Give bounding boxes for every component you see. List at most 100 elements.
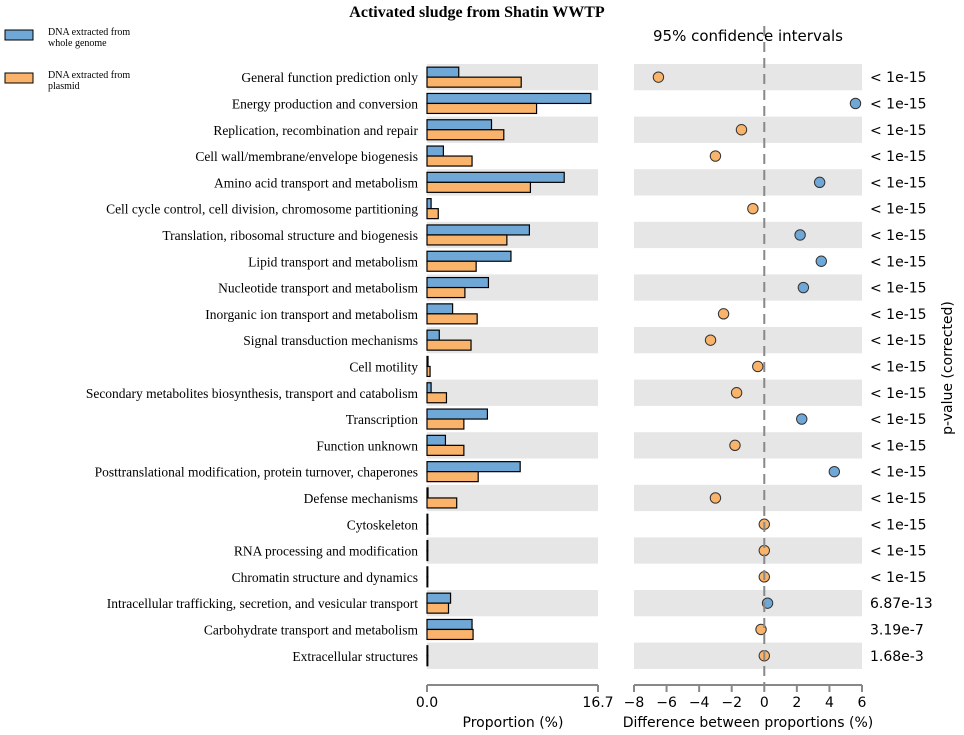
category-label-translation-ribosomal-structure-and-biogenesis: Translation, ribosomal structure and bio… [162,228,418,243]
category-label-intracellular-trafficking-secretion-and-vesicular-transport: Intracellular trafficking, secretion, an… [107,596,418,611]
bar-whole-genome-nucleotide-transport-and-metabolism [426,276,490,289]
proportion-tick-label: 16.7 [582,695,613,711]
row-band-right [634,64,862,91]
category-label-transcription: Transcription [346,412,419,427]
bar-whole-genome-signal-transduction-mechanisms [426,329,440,341]
bar-whole-genome-cytoskeleton [426,513,429,525]
difference-point-translation-ribosomal-structure-and-biogenesis [794,229,806,241]
bar-plasmid-energy-production-and-conversion [426,102,538,115]
bar-plasmid-posttranslational-modification-protein-turnover-chaperones [426,471,479,483]
bar-whole-genome-chromatin-structure-and-dynamics [426,566,429,578]
category-label-cell-cycle-control-cell-division-chromosome-partitioning: Cell cycle control, cell division, chrom… [106,202,418,217]
row-band-right [634,169,862,196]
difference-point-lipid-transport-and-metabolism [815,255,827,267]
bar-whole-genome-amino-acid-transport-and-metabolism [426,171,565,183]
difference-point-replication-recombination-and-repair [735,124,748,136]
bar-plasmid-general-function-prediction-only [426,76,522,88]
p-value-axis-label: p-value (corrected) [940,301,956,435]
category-label-function-unknown: Function unknown [316,438,418,453]
bar-whole-genome-energy-production-and-conversion [426,92,592,105]
difference-point-transcription [796,413,808,425]
bar-whole-genome-translation-ribosomal-structure-and-biogenesis [426,224,530,236]
bar-plasmid-chromatin-structure-and-dynamics [426,576,429,588]
category-label-inorganic-ion-transport-and-metabolism: Inorganic ion transport and metabolism [205,307,418,322]
row-band-left [427,379,598,406]
category-label-amino-acid-transport-and-metabolism: Amino acid transport and metabolism [214,175,418,190]
bar-whole-genome-defense-mechanisms [426,487,429,499]
p-value-energy-production-and-conversion: < 1e-15 [870,96,927,112]
p-value-intracellular-trafficking-secretion-and-vesicular-transport: 6.87e-13 [870,596,933,612]
difference-point-posttranslational-modification-protein-turnover-chaperones [828,465,841,478]
p-value-defense-mechanisms: < 1e-15 [870,491,927,507]
bar-whole-genome-intracellular-trafficking-secretion-and-vesicular-transport [426,592,452,604]
p-value-carbohydrate-transport-and-metabolism: 3.19e-7 [870,622,924,638]
difference-tick-label: −6 [656,695,677,711]
category-label-extracellular-structures: Extracellular structures [292,649,418,664]
bar-plasmid-cell-wall-membrane-envelope-biogenesis [426,155,473,167]
category-label-carbohydrate-transport-and-metabolism: Carbohydrate transport and metabolism [204,622,419,637]
p-value-extracellular-structures: 1.68e-3 [870,649,924,665]
p-value-nucleotide-transport-and-metabolism: < 1e-15 [870,281,927,297]
difference-point-cell-cycle-control-cell-division-chromosome-partitioning [747,202,759,215]
bar-whole-genome-carbohydrate-transport-and-metabolism [426,618,473,631]
row-band-right [634,432,862,459]
bar-plasmid-nucleotide-transport-and-metabolism [426,286,466,299]
p-value-inorganic-ion-transport-and-metabolism: < 1e-15 [870,307,927,323]
p-value-cytoskeleton: < 1e-15 [870,517,927,533]
bar-plasmid-cell-motility [426,365,431,378]
bar-plasmid-translation-ribosomal-structure-and-biogenesis [426,234,508,246]
row-band-right [634,116,862,143]
category-label-cytoskeleton: Cytoskeleton [347,517,418,532]
bar-plasmid-transcription [426,418,465,430]
chart-title: Activated sludge from Shatin WWTP [349,4,605,21]
legend-label-whole-genome-line2: whole genome [48,38,107,49]
category-label-defense-mechanisms: Defense mechanisms [304,491,418,506]
legend-swatch-plasmid [4,72,34,84]
bar-whole-genome-rna-processing-and-modification [426,539,429,552]
difference-point-amino-acid-transport-and-metabolism [813,176,826,189]
difference-tick-label: −2 [721,695,742,711]
ci-panel-title: 95% confidence intervals [653,27,843,45]
difference-tick-label: 2 [792,695,801,711]
category-rows: General function prediction only < 1e-15 E… [86,66,933,667]
p-value-cell-cycle-control-cell-division-chromosome-partitioning: < 1e-15 [870,202,927,218]
difference-point-secondary-metabolites-biosynthesis-transport-and-catabolism [730,387,743,399]
difference-axis-label: Difference between proportions (%) [623,715,874,731]
row-band-right [634,327,862,354]
difference-point-energy-production-and-conversion [849,97,862,110]
row-band-right [634,379,862,406]
bar-plasmid-replication-recombination-and-repair [426,129,505,141]
category-label-secondary-metabolites-biosynthesis-transport-and-catabolism: Secondary metabolites biosynthesis, tran… [86,386,419,401]
bar-plasmid-intracellular-trafficking-secretion-and-vesicular-transport [426,602,450,614]
bar-plasmid-amino-acid-transport-and-metabolism [426,181,532,193]
legend-label-plasmid-line2: plasmid [48,81,80,92]
category-label-lipid-transport-and-metabolism: Lipid transport and metabolism [248,254,418,269]
category-label-cell-wall-membrane-envelope-biogenesis: Cell wall/membrane/envelope biogenesis [195,149,418,164]
p-value-cell-motility: < 1e-15 [870,359,927,375]
difference-point-function-unknown [729,439,741,452]
p-value-rna-processing-and-modification: < 1e-15 [870,544,927,560]
row-band-left [427,537,598,564]
difference-point-cell-wall-membrane-envelope-biogenesis [709,150,722,162]
bar-whole-genome-extracellular-structures [426,645,429,657]
row-band-right [634,537,862,564]
category-label-general-function-prediction-only: General function prediction only [241,70,418,85]
bar-whole-genome-function-unknown [426,434,447,446]
bar-plasmid-rna-processing-and-modification [426,549,429,562]
row-band-right [634,590,862,617]
p-value-lipid-transport-and-metabolism: < 1e-15 [870,254,927,270]
row-band-left [427,642,598,669]
category-label-posttranslational-modification-protein-turnover-chaperones: Posttranslational modification, protein … [95,465,418,480]
category-label-cell-motility: Cell motility [349,359,418,374]
bar-plasmid-lipid-transport-and-metabolism [426,260,477,272]
bar-plasmid-extracellular-structures [426,655,429,667]
category-label-signal-transduction-mechanisms: Signal transduction mechanisms [243,333,418,348]
difference-point-signal-transduction-mechanisms [704,334,717,346]
bar-plasmid-secondary-metabolites-biosynthesis-transport-and-catabolism [426,392,448,404]
bar-plasmid-cell-cycle-control-cell-division-chromosome-partitioning [426,208,439,220]
row-band-right [634,642,862,669]
legend-label-whole-genome-line1: DNA extracted from [48,27,130,38]
bar-plasmid-carbohydrate-transport-and-metabolism [426,628,474,641]
p-value-posttranslational-modification-protein-turnover-chaperones: < 1e-15 [870,465,927,481]
bar-whole-genome-lipid-transport-and-metabolism [426,250,512,262]
